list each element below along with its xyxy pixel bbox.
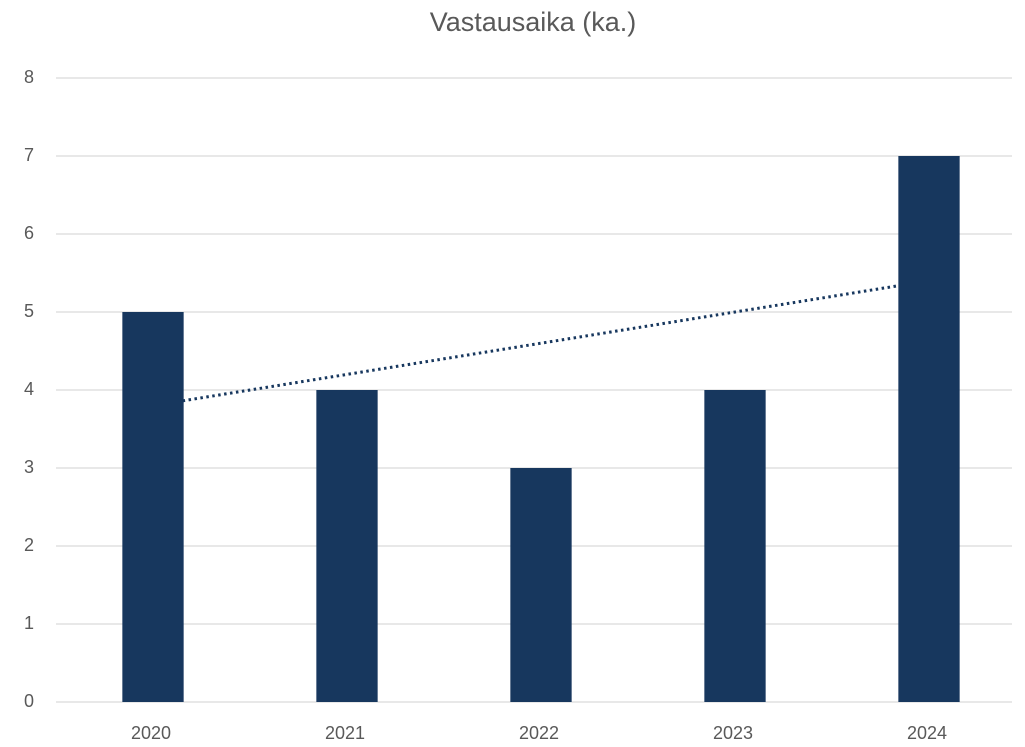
y-tick-label: 2 bbox=[24, 535, 34, 555]
y-tick-label: 3 bbox=[24, 457, 34, 477]
x-tick-label: 2023 bbox=[713, 723, 753, 743]
trendline bbox=[152, 279, 930, 408]
bar bbox=[316, 390, 378, 702]
bar bbox=[898, 156, 960, 702]
bar bbox=[122, 312, 184, 702]
y-tick-label: 0 bbox=[24, 691, 34, 711]
bar bbox=[704, 390, 766, 702]
y-tick-label: 5 bbox=[24, 301, 34, 321]
x-tick-label: 2022 bbox=[519, 723, 559, 743]
x-tick-label: 2021 bbox=[325, 723, 365, 743]
chart-title: Vastausaika (ka.) bbox=[430, 7, 637, 37]
y-tick-label: 4 bbox=[24, 379, 34, 399]
y-tick-label: 1 bbox=[24, 613, 34, 633]
bar bbox=[510, 468, 572, 702]
y-tick-label: 7 bbox=[24, 145, 34, 165]
y-tick-label: 8 bbox=[24, 67, 34, 87]
x-tick-label: 2020 bbox=[131, 723, 171, 743]
x-tick-label: 2024 bbox=[907, 723, 947, 743]
y-tick-label: 6 bbox=[24, 223, 34, 243]
